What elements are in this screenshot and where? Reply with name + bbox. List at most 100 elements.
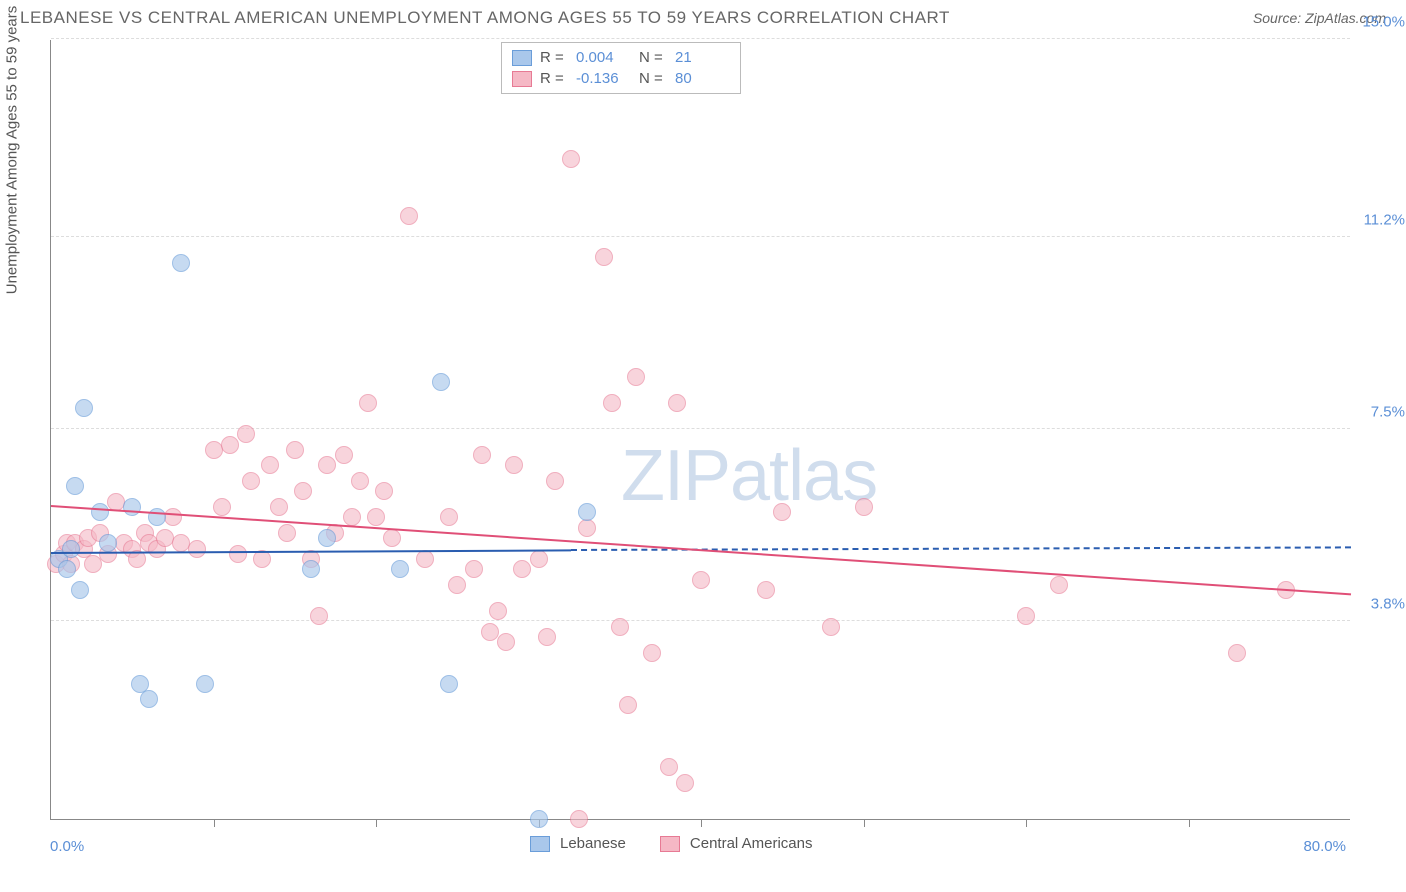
data-point xyxy=(481,623,499,641)
data-point xyxy=(855,498,873,516)
legend-stats: R = 0.004 N = 21 R = -0.136 N = 80 xyxy=(501,42,741,94)
data-point xyxy=(318,456,336,474)
data-point xyxy=(530,810,548,828)
data-point xyxy=(66,477,84,495)
data-point xyxy=(1228,644,1246,662)
legend-stats-row: R = -0.136 N = 80 xyxy=(512,68,730,89)
data-point xyxy=(123,498,141,516)
x-tick xyxy=(864,819,865,827)
swatch-icon xyxy=(512,71,532,87)
data-point xyxy=(643,644,661,662)
data-point xyxy=(473,446,491,464)
data-point xyxy=(58,560,76,578)
data-point xyxy=(603,394,621,412)
data-point xyxy=(1050,576,1068,594)
data-point xyxy=(375,482,393,500)
data-point xyxy=(546,472,564,490)
r-label: R = xyxy=(540,49,568,66)
data-point xyxy=(172,254,190,272)
data-point xyxy=(578,519,596,537)
data-point xyxy=(302,560,320,578)
x-tick xyxy=(1189,819,1190,827)
data-point xyxy=(562,150,580,168)
legend-label: Lebanese xyxy=(560,835,626,852)
data-point xyxy=(432,373,450,391)
data-point xyxy=(497,633,515,651)
data-point xyxy=(261,456,279,474)
data-point xyxy=(668,394,686,412)
r-label: R = xyxy=(540,70,568,87)
data-point xyxy=(611,618,629,636)
legend-stats-row: R = 0.004 N = 21 xyxy=(512,47,730,68)
data-point xyxy=(172,534,190,552)
data-point xyxy=(692,571,710,589)
data-point xyxy=(335,446,353,464)
gridline xyxy=(51,236,1350,237)
data-point xyxy=(505,456,523,474)
swatch-icon xyxy=(660,836,680,852)
y-tick-label: 3.8% xyxy=(1371,596,1405,613)
data-point xyxy=(71,581,89,599)
data-point xyxy=(465,560,483,578)
data-point xyxy=(242,472,260,490)
data-point xyxy=(538,628,556,646)
data-point xyxy=(310,607,328,625)
data-point xyxy=(156,529,174,547)
y-axis-title: Unemployment Among Ages 55 to 59 years xyxy=(4,6,21,295)
r-value: -0.136 xyxy=(576,70,631,87)
data-point xyxy=(619,696,637,714)
gridline xyxy=(51,38,1350,39)
data-point xyxy=(99,534,117,552)
data-point xyxy=(578,503,596,521)
data-point xyxy=(570,810,588,828)
x-tick xyxy=(376,819,377,827)
header: LEBANESE VS CENTRAL AMERICAN UNEMPLOYMEN… xyxy=(0,0,1406,28)
legend-label: Central Americans xyxy=(690,835,813,852)
data-point xyxy=(164,508,182,526)
data-point xyxy=(318,529,336,547)
data-point xyxy=(367,508,385,526)
data-point xyxy=(489,602,507,620)
data-point xyxy=(773,503,791,521)
data-point xyxy=(1017,607,1035,625)
n-value: 21 xyxy=(675,49,730,66)
chart-container: LEBANESE VS CENTRAL AMERICAN UNEMPLOYMEN… xyxy=(0,0,1406,892)
x-axis-max-label: 80.0% xyxy=(1303,838,1346,855)
data-point xyxy=(270,498,288,516)
swatch-icon xyxy=(512,50,532,66)
data-point xyxy=(91,503,109,521)
data-point xyxy=(383,529,401,547)
chart-title: LEBANESE VS CENTRAL AMERICAN UNEMPLOYMEN… xyxy=(20,8,950,28)
swatch-icon xyxy=(530,836,550,852)
gridline xyxy=(51,620,1350,621)
data-point xyxy=(188,540,206,558)
n-value: 80 xyxy=(675,70,730,87)
plot-area: ZIPatlas R = 0.004 N = 21 R = -0.136 N =… xyxy=(50,40,1350,820)
data-point xyxy=(513,560,531,578)
legend-series: Lebanese Central Americans xyxy=(530,835,812,852)
x-tick xyxy=(1026,819,1027,827)
data-point xyxy=(595,248,613,266)
data-point xyxy=(62,540,80,558)
x-tick xyxy=(214,819,215,827)
data-point xyxy=(351,472,369,490)
y-tick-label: 7.5% xyxy=(1371,404,1405,421)
n-label: N = xyxy=(639,49,667,66)
watermark: ZIPatlas xyxy=(621,435,877,517)
data-point xyxy=(440,508,458,526)
y-tick-label: 15.0% xyxy=(1362,14,1405,31)
data-point xyxy=(343,508,361,526)
data-point xyxy=(822,618,840,636)
data-point xyxy=(221,436,239,454)
data-point xyxy=(400,207,418,225)
data-point xyxy=(627,368,645,386)
data-point xyxy=(359,394,377,412)
r-value: 0.004 xyxy=(576,49,631,66)
data-point xyxy=(278,524,296,542)
data-point xyxy=(660,758,678,776)
data-point xyxy=(440,675,458,693)
data-point xyxy=(448,576,466,594)
data-point xyxy=(140,690,158,708)
data-point xyxy=(391,560,409,578)
y-tick-label: 11.2% xyxy=(1364,211,1405,228)
